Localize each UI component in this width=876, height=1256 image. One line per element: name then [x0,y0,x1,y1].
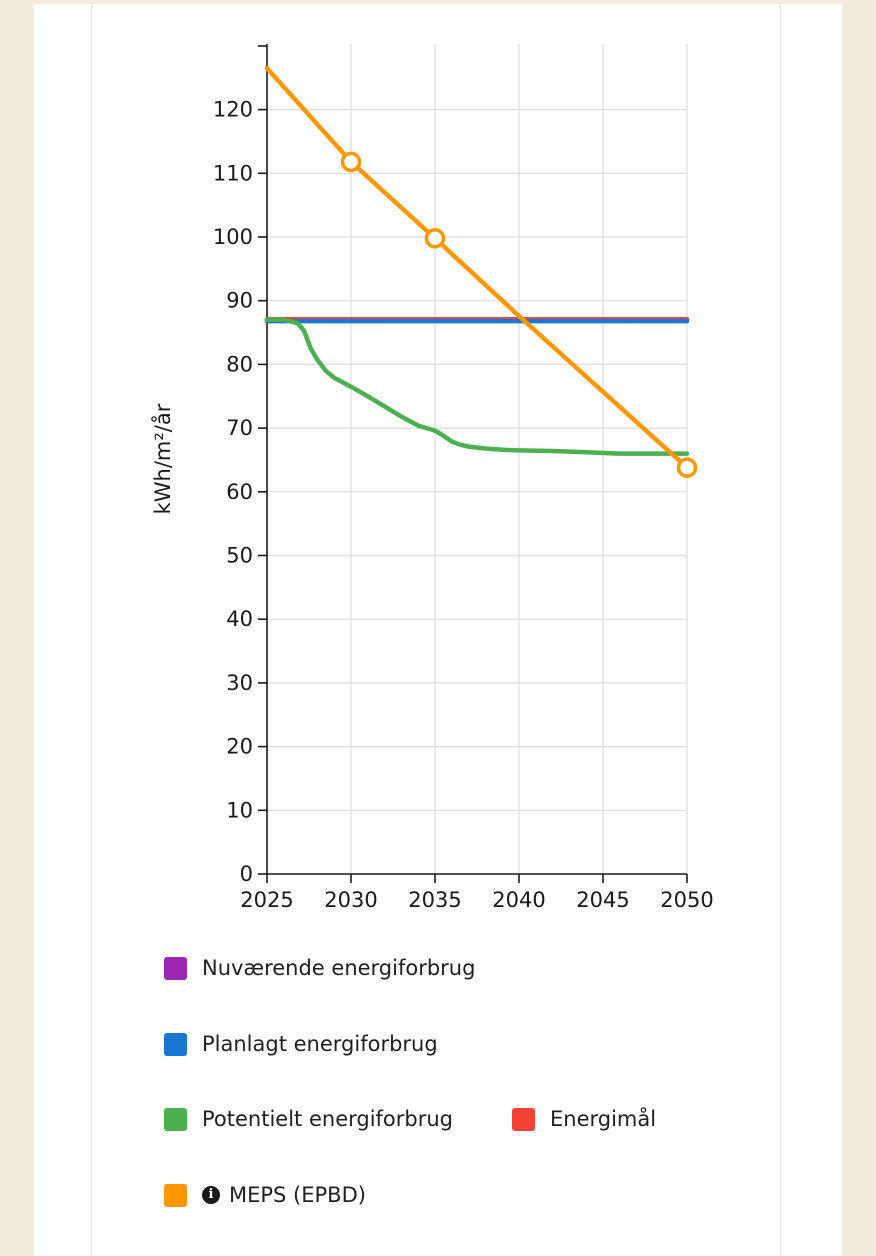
y-tick-label: 0 [240,862,253,886]
x-tick-label: 2030 [324,888,377,912]
legend-label: Nuværende energiforbrug [202,956,476,980]
legend-item-meps[interactable]: i MEPS (EPBD) [164,1183,366,1207]
legend-item-energimaal[interactable]: Energimål [512,1107,656,1131]
legend-item-potentielt[interactable]: Potentielt energiforbrug [164,1107,453,1131]
y-tick-label: 60 [226,480,253,504]
legend-label: MEPS (EPBD) [229,1183,366,1207]
series-potentielt [264,317,690,456]
legend-swatch [164,1107,187,1131]
y-tick-label: 20 [226,735,253,759]
x-tick-label: 2045 [576,888,629,912]
legend-label: Potentielt energiforbrug [202,1107,454,1131]
legend-item-nuvaerende[interactable]: Nuværende energiforbrug [164,956,475,980]
legend-swatch [164,956,187,980]
legend-item-planlagt[interactable]: Planlagt energiforbrug [164,1032,438,1056]
y-tick-label: 120 [213,98,253,122]
y-tick-label: 110 [213,161,253,185]
chart-panel [91,4,781,1256]
meps-marker [340,151,362,173]
meps-marker [424,228,446,249]
x-tick-label: 2040 [492,888,545,912]
y-tick-label: 100 [213,225,253,249]
meps-marker [676,457,698,478]
legend-swatch [164,1183,187,1207]
y-axis-label: kWh/m²/år [150,403,175,514]
y-tick-label: 90 [226,289,253,313]
legend-label: Energimål [550,1107,657,1131]
x-tick-label: 2025 [240,888,293,912]
chart-markers [340,151,698,478]
chart-series [264,65,690,470]
chart-axes [258,44,687,875]
y-tick-label: 80 [226,352,253,376]
info-icon[interactable]: i [202,1186,220,1204]
y-tick-label: 50 [226,544,253,568]
legend-swatch [164,1032,187,1056]
y-tick-label: 70 [226,416,253,440]
legend-label: Planlagt energiforbrug [202,1032,438,1056]
chart-grid [267,44,688,874]
x-tick-label: 2050 [660,888,713,912]
series-meps [264,65,690,470]
x-tick-label: 2035 [408,888,461,912]
y-tick-label: 10 [226,798,253,822]
y-tick-label: 40 [226,607,253,631]
legend-swatch [512,1107,535,1131]
y-tick-label: 30 [226,671,253,695]
